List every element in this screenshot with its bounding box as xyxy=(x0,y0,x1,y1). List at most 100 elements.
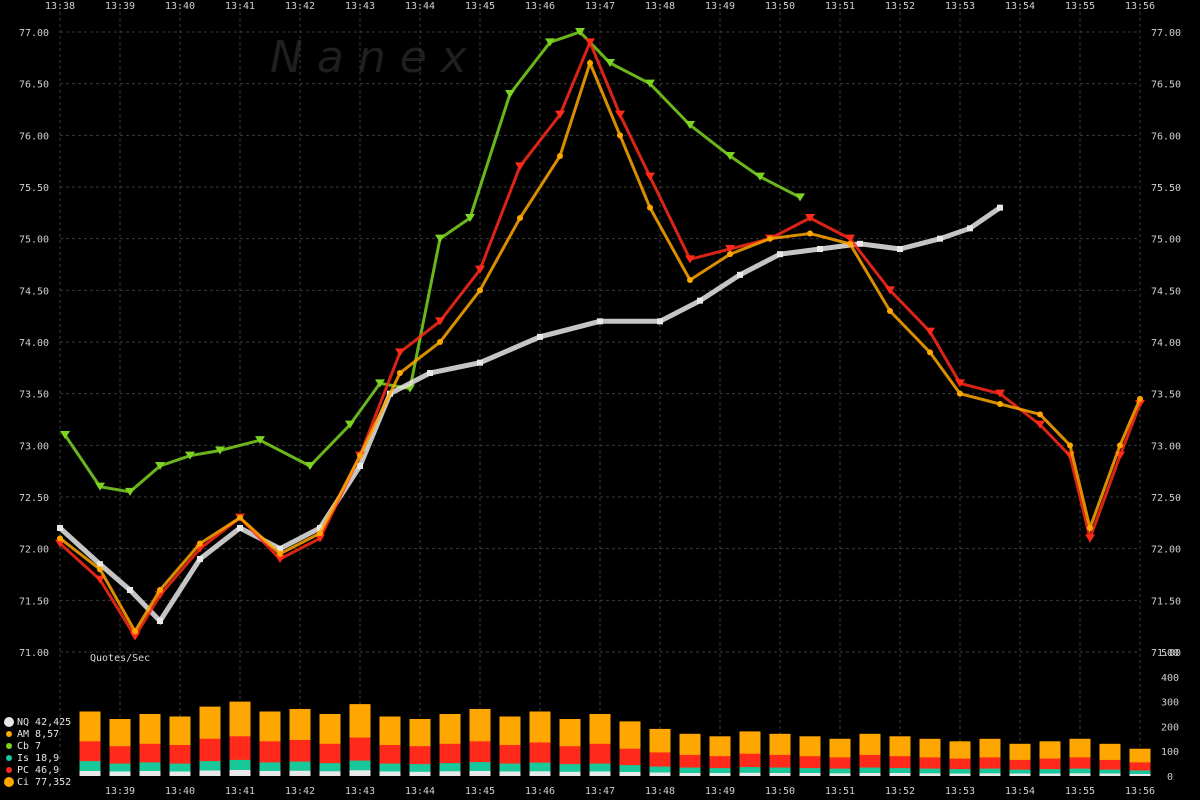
point-NQ-22 xyxy=(967,225,973,232)
point-NQ-0 xyxy=(57,525,63,531)
point-Cb-1 xyxy=(95,482,105,491)
top-time-axis: 13:38 13:39 13:40 13:41 13:42 13:43 13:44 13:45… xyxy=(45,1,1155,12)
vol-bar-NQ-5 xyxy=(229,770,251,776)
vol-bar-NQ-32 xyxy=(1039,773,1061,776)
point-Ci-29 xyxy=(1117,442,1123,449)
point-Ci-19 xyxy=(767,235,773,242)
right-price-3: 75.50 xyxy=(1151,183,1181,194)
point-NQ-19 xyxy=(857,240,863,247)
point-Cb-21 xyxy=(795,193,805,202)
vol-bar-NQ-11 xyxy=(409,771,431,776)
top-tick-17: 13:55 xyxy=(1065,1,1095,12)
vol-bar-Is-22 xyxy=(739,767,761,776)
right-price-8: 73.00 xyxy=(1151,441,1181,452)
vol-bar-Is-28 xyxy=(919,768,941,776)
point-NQ-3 xyxy=(157,618,163,624)
vol-bar-NQ-34 xyxy=(1099,773,1121,776)
point-PC-16 xyxy=(645,172,655,181)
point-Cb-15 xyxy=(575,28,585,36)
left-price-5: 74.50 xyxy=(19,286,49,297)
top-tick-13: 13:51 xyxy=(825,1,855,12)
point-NQ-5 xyxy=(237,525,243,531)
right-price-0: 77.00 xyxy=(1151,28,1181,39)
left-price-12: 71.00 xyxy=(19,648,49,659)
point-Ci-6 xyxy=(277,550,283,557)
legend-item-Ci: Ci 77,352 xyxy=(4,777,71,788)
vol-bar-Is-35 xyxy=(1129,770,1151,776)
point-PC-24 xyxy=(955,379,965,388)
point-Cb-13 xyxy=(505,90,515,98)
quotes-volume-bars xyxy=(79,701,1151,776)
point-PC-7 xyxy=(315,534,325,543)
legend-marker-PC xyxy=(6,767,12,773)
vol-bar-NQ-8 xyxy=(319,771,341,776)
legend-label-PC: PC 46,9 xyxy=(17,765,59,776)
vol-bar-Is-19 xyxy=(649,766,671,776)
point-PC-28 xyxy=(1085,534,1095,543)
grid-lines xyxy=(59,12,1141,776)
right-price-7: 73.50 xyxy=(1151,390,1181,401)
vol-bar-Is-26 xyxy=(859,767,881,776)
legend-item-Is: Is 18,9 xyxy=(6,753,59,764)
bottom-time-axis: 13:39 13:40 13:41 13:42 13:43 13:44 13:45 13:46… xyxy=(105,786,1155,797)
left-price-6: 74.00 xyxy=(19,338,49,349)
point-Ci-26 xyxy=(1037,411,1043,418)
bottom-tick-3: 13:42 xyxy=(285,786,315,797)
vol-bar-NQ-31 xyxy=(1009,773,1031,776)
top-tick-1: 13:39 xyxy=(105,1,135,12)
bottom-tick-11: 13:50 xyxy=(765,786,795,797)
vol-bar-NQ-12 xyxy=(439,771,461,776)
point-Ci-8 xyxy=(357,452,363,459)
left-price-axis: 77.00 76.50 76.00 75.50 75.00 74.50 74.00 73.50… xyxy=(19,28,49,659)
point-Ci-24 xyxy=(957,390,963,397)
quotes-per-sec-label: Quotes/Sec xyxy=(90,653,150,664)
top-tick-15: 13:53 xyxy=(945,1,975,12)
right-price-axis: 77.00 76.50 76.00 75.50 75.00 74.50 74.00 73.50… xyxy=(1151,28,1181,659)
point-Ci-14 xyxy=(587,60,593,66)
vol-bar-NQ-13 xyxy=(469,771,491,776)
bottom-tick-12: 13:51 xyxy=(825,786,855,797)
point-NQ-10 xyxy=(427,370,433,376)
legend-label-Ci: Ci 77,352 xyxy=(17,777,71,788)
vol-bar-NQ-9 xyxy=(349,770,371,776)
point-Cb-14 xyxy=(545,38,555,47)
point-Ci-5 xyxy=(237,514,243,521)
point-Ci-20 xyxy=(807,230,813,237)
legend-item-NQ: NQ 42,425 xyxy=(4,717,71,728)
vol-bar-NQ-22 xyxy=(739,772,761,776)
point-Ci-23 xyxy=(927,349,933,356)
top-tick-5: 13:43 xyxy=(345,1,375,12)
point-PC-14 xyxy=(585,38,595,47)
point-PC-2 xyxy=(130,632,140,641)
point-Cb-19 xyxy=(725,152,735,160)
point-NQ-16 xyxy=(737,271,743,278)
top-tick-6: 13:44 xyxy=(405,1,435,12)
right-price-12: 71.00 xyxy=(1151,648,1181,659)
left-price-11: 71.50 xyxy=(19,596,49,607)
vol-bar-NQ-18 xyxy=(619,772,641,776)
top-tick-10: 13:48 xyxy=(645,1,675,12)
right-price-6: 74.00 xyxy=(1151,338,1181,349)
point-Ci-22 xyxy=(887,308,893,314)
point-PC-6 xyxy=(275,555,285,563)
vol-bar-Is-11 xyxy=(409,764,431,776)
point-Ci-1 xyxy=(97,566,103,573)
left-price-1: 76.50 xyxy=(19,80,49,91)
bottom-tick-5: 13:44 xyxy=(405,786,435,797)
point-NQ-13 xyxy=(597,318,603,325)
right-price-5: 74.50 xyxy=(1151,286,1181,297)
left-price-3: 75.50 xyxy=(19,183,49,194)
point-NQ-2 xyxy=(127,587,133,593)
vol-bar-NQ-15 xyxy=(529,771,551,776)
vol-tick-5: 0 xyxy=(1167,772,1173,783)
point-Ci-3 xyxy=(157,587,163,593)
right-price-10: 72.00 xyxy=(1151,545,1181,556)
point-NQ-4 xyxy=(197,556,203,562)
vol-bar-Is-34 xyxy=(1099,769,1121,776)
point-Ci-21 xyxy=(847,240,853,247)
vol-tick-3: 200 xyxy=(1161,722,1179,733)
top-tick-12: 13:50 xyxy=(765,1,795,12)
right-price-2: 76.00 xyxy=(1151,131,1181,142)
vol-bar-NQ-14 xyxy=(499,771,521,776)
